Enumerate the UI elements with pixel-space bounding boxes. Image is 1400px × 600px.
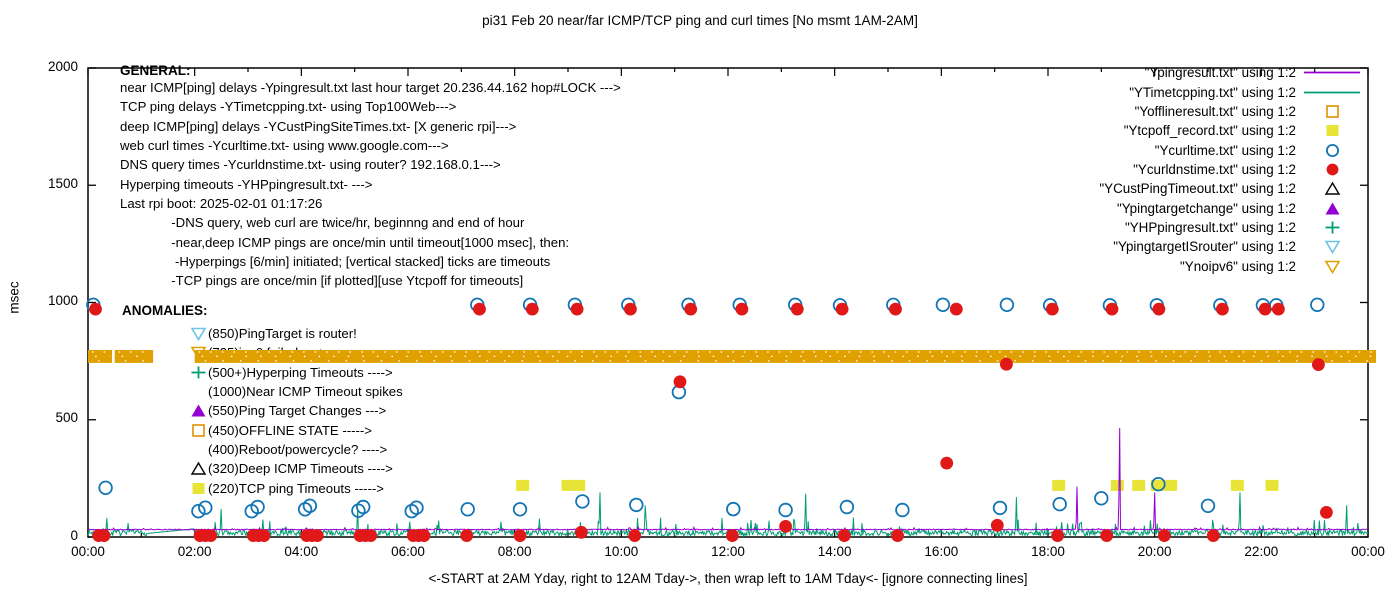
general-heading: GENERAL: <box>120 63 191 78</box>
general-line: -DNS query, web curl are twice/hr, begin… <box>120 215 525 231</box>
general-line: near ICMP[ping] delays -Ypingresult.txt … <box>120 80 621 95</box>
line-icon <box>1304 85 1360 100</box>
legend-label: "Yofflineresult.txt" using 1:2 <box>1134 103 1296 119</box>
x-tick-label: 00:00 <box>1351 544 1385 559</box>
anomaly-item: (735)ipv6 failed ----> <box>190 343 610 362</box>
legend-label: "YTimetcpping.txt" using 1:2 <box>1129 84 1296 100</box>
square-open-icon <box>1304 104 1360 119</box>
none-icon <box>190 384 207 399</box>
square-fill-icon <box>190 481 207 496</box>
x-tick-label: 12:00 <box>711 544 745 559</box>
legend-row: "Ycurldnstime.txt" using 1:2 <box>1099 160 1360 179</box>
anomaly-label: (220)TCP ping Timeouts -----> <box>208 480 385 496</box>
legend-row: "Ytcpoff_record.txt" using 1:2 <box>1099 121 1360 140</box>
general-line: Hyperping timeouts -YHPpingresult.txt- -… <box>120 176 373 192</box>
down-triangle-open-icon <box>190 326 207 342</box>
anomaly-item: (500+)Hyperping Timeouts ----> <box>190 363 610 382</box>
plus-icon <box>190 365 207 380</box>
x-tick-label: 00:00 <box>71 544 105 559</box>
plus-icon <box>1304 220 1360 235</box>
legend-row: "Ynoipv6" using 1:2 <box>1099 256 1360 275</box>
legend: "Ypingresult.txt" using 1:2 "YTimetcpping… <box>1099 63 1360 276</box>
y-tick-label: 1500 <box>47 175 78 191</box>
general-line: -TCP pings are once/min [if plotted][use… <box>120 273 524 289</box>
x-tick-label: 18:00 <box>1031 544 1065 559</box>
legend-label: "Ytcpoff_record.txt" using 1:2 <box>1123 123 1296 139</box>
anomaly-item: (1000)Near ICMP Timeout spikes <box>190 382 610 401</box>
legend-label: "YpingtargetISrouter" using 1:2 <box>1113 239 1296 255</box>
y-tick-label: 1000 <box>47 293 78 308</box>
x-axis-caption: <-START at 2AM Yday, right to 12AM Tday-… <box>428 571 1028 586</box>
anomaly-item: (400)Reboot/powercycle? ----> <box>190 440 610 459</box>
down-triangle-open-icon <box>1304 239 1360 255</box>
legend-row: "YTimetcpping.txt" using 1:2 <box>1099 82 1360 101</box>
x-tick-label: 08:00 <box>497 544 532 559</box>
square-open-icon <box>190 423 207 438</box>
general-line: TCP ping delays -YTimetcpping.txt- using… <box>120 99 457 115</box>
general-line: deep ICMP[ping] delays -YCustPingSiteTim… <box>120 118 517 134</box>
general-line: DNS query times -Ycurldnstime.txt- using… <box>120 157 501 173</box>
down-triangle-open-icon <box>1304 259 1360 274</box>
anomaly-label: (850)PingTarget is router! <box>208 326 357 342</box>
x-tick-label: 16:00 <box>924 544 959 559</box>
triangle-open-icon <box>190 461 207 476</box>
anomaly-label: (450)OFFLINE STATE -----> <box>208 422 372 438</box>
square-fill-icon <box>1304 123 1360 138</box>
legend-label: "Ynoipv6" using 1:2 <box>1180 258 1296 274</box>
general-lines: near ICMP[ping] delays -Ypingresult.txt … <box>120 78 621 291</box>
anomaly-label: (550)Ping Target Changes ---> <box>208 403 387 419</box>
x-tick-label: 14:00 <box>817 544 852 559</box>
anomaly-item: (550)Ping Target Changes ---> <box>190 401 610 420</box>
anomaly-label: (400)Reboot/powercycle? ----> <box>208 441 388 457</box>
x-tick-label: 02:00 <box>177 544 212 559</box>
general-line: -Hyperpings [6/min] initiated; [vertical… <box>120 254 551 270</box>
legend-row: "Ypingtargetchange" using 1:2 <box>1099 198 1360 217</box>
x-tick-label: 04:00 <box>284 544 319 559</box>
y-tick-label: 500 <box>55 410 78 426</box>
legend-label: "Ycurltime.txt" using 1:2 <box>1154 142 1296 158</box>
y-tick-label: 2000 <box>47 58 78 74</box>
anomaly-item: (320)Deep ICMP Timeouts ----> <box>190 459 610 478</box>
anomalies-heading: ANOMALIES: <box>122 303 208 318</box>
circle-fill-icon <box>1304 162 1360 177</box>
legend-row: "YCustPingTimeout.txt" using 1:2 <box>1099 179 1360 198</box>
general-block: GENERAL: near ICMP[ping] delays -Ypingre… <box>120 63 621 291</box>
legend-row: "Ypingresult.txt" using 1:2 <box>1099 63 1360 82</box>
legend-label: "YHPpingresult.txt" using 1:2 <box>1124 219 1296 235</box>
chart-title: pi31 Feb 20 near/far ICMP/TCP ping and c… <box>482 13 918 28</box>
anomaly-item: (850)PingTarget is router! <box>190 324 610 343</box>
anomaly-label: (500+)Hyperping Timeouts ----> <box>208 364 393 380</box>
legend-row: "Ycurltime.txt" using 1:2 <box>1099 140 1360 159</box>
anomaly-label: (735)ipv6 failed ----> <box>208 345 328 361</box>
legend-label: "YCustPingTimeout.txt" using 1:2 <box>1099 181 1296 197</box>
none-icon <box>190 442 207 457</box>
anomalies-items: (850)PingTarget is router! (735)ipv6 fail… <box>190 324 610 498</box>
legend-row: "Yofflineresult.txt" using 1:2 <box>1099 102 1360 121</box>
triangle-fill-icon <box>1304 201 1360 216</box>
line-icon <box>1304 65 1360 80</box>
x-tick-label: 06:00 <box>391 544 425 559</box>
anomaly-item: (450)OFFLINE STATE -----> <box>190 420 610 439</box>
anomaly-label: (1000)Near ICMP Timeout spikes <box>208 384 403 400</box>
legend-row: "YHPpingresult.txt" using 1:2 <box>1099 218 1360 237</box>
down-triangle-open-icon <box>190 345 207 361</box>
general-line: -near,deep ICMP pings are once/min until… <box>120 234 570 250</box>
legend-row: "YpingtargetISrouter" using 1:2 <box>1099 237 1360 256</box>
triangle-fill-icon <box>190 403 207 418</box>
anomaly-label: (320)Deep ICMP Timeouts ----> <box>208 461 393 477</box>
x-tick-label: 20:00 <box>1137 544 1172 559</box>
general-line: Last rpi boot: 2025-02-01 01:17:26 <box>120 196 323 212</box>
legend-label: "Ycurldnstime.txt" using 1:2 <box>1133 161 1296 177</box>
legend-label: "Ypingresult.txt" using 1:2 <box>1144 65 1296 81</box>
general-line: web curl times -Ycurltime.txt- using www… <box>120 138 449 154</box>
anomaly-item: (220)TCP ping Timeouts -----> <box>190 478 610 497</box>
circle-open-icon <box>1304 143 1360 158</box>
legend-label: "Ypingtargetchange" using 1:2 <box>1116 200 1296 216</box>
anomalies-block: ANOMALIES: (850)PingTarget is router! (73… <box>122 303 403 496</box>
x-tick-label: 22:00 <box>1244 544 1279 559</box>
y-tick-label: 0 <box>70 527 78 543</box>
x-tick-label: 10:00 <box>604 544 639 559</box>
triangle-open-icon <box>1304 181 1360 196</box>
